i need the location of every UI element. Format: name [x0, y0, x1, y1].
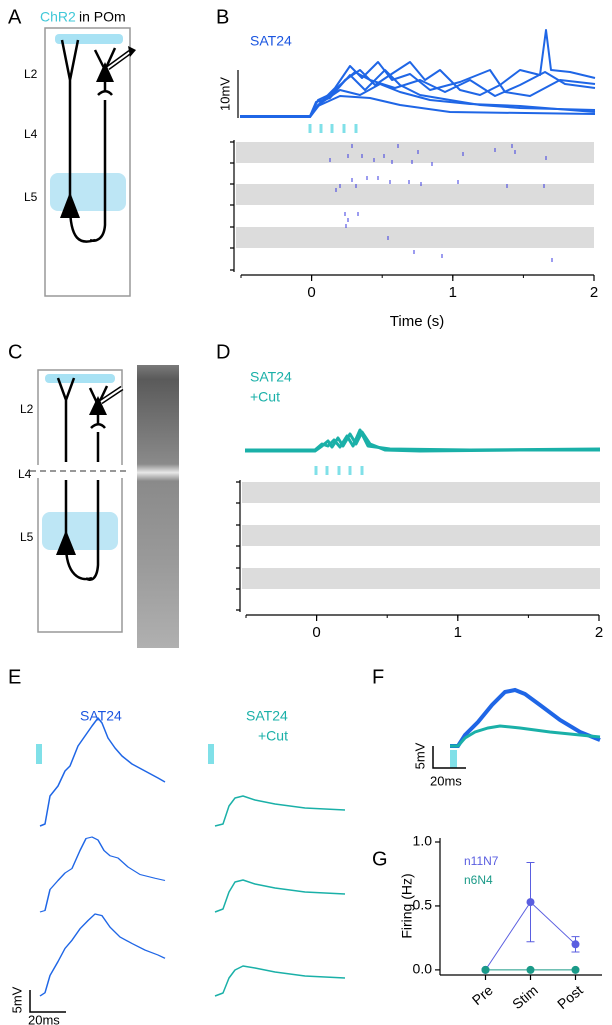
panel-label: A	[8, 6, 22, 28]
voltage-traces	[240, 29, 596, 118]
x-tick-label: 1	[454, 624, 462, 641]
condition-label: +Cut	[250, 389, 280, 405]
scale-bar	[432, 746, 466, 769]
slice-box	[37, 369, 123, 633]
voltage-traces	[245, 428, 601, 453]
axon-terminal-zone	[45, 374, 115, 383]
raster-bands	[236, 142, 594, 248]
stimulus-mark	[450, 750, 457, 768]
layer-label: L2	[24, 67, 38, 81]
stimulus-mark	[208, 744, 214, 764]
neuron-drawing	[56, 377, 124, 582]
data-point	[481, 965, 490, 974]
x-tick-label: 2	[590, 284, 598, 301]
region-label: in POm	[79, 9, 126, 25]
time-axis: 0 1 2	[240, 274, 598, 301]
stimulus-marks	[314, 466, 364, 475]
panel-label: B	[216, 6, 229, 28]
layer-label: L4	[24, 127, 38, 141]
panel-label: E	[8, 666, 21, 688]
stimulus-marks	[308, 124, 358, 133]
x-tick-label: Post	[554, 982, 586, 1012]
x-tick-label: 0	[307, 284, 315, 301]
average-trace	[450, 687, 601, 748]
x-tick-label: Pre	[469, 982, 496, 1008]
y-tick-label: 1.0	[413, 833, 433, 849]
condition-label: SAT24	[250, 33, 292, 49]
histology-image	[137, 365, 179, 648]
scale-bar-label: 20ms	[430, 773, 462, 788]
chart: 0.0 0.5 1.0 Pre Stim Post n11N7 n6N4	[413, 833, 602, 1012]
slice-box	[44, 27, 131, 297]
condition-label: +Cut	[258, 728, 288, 744]
condition-label: SAT24	[80, 708, 122, 724]
condition-label: SAT24	[250, 369, 292, 385]
x-tick-label: 2	[595, 624, 603, 641]
scale-bar-label: 5mV	[412, 742, 427, 769]
neuron-drawing	[60, 39, 136, 243]
scale-bar-label: 20ms	[28, 1012, 60, 1025]
time-axis: 0 1 2	[245, 614, 603, 641]
spike-raster	[329, 144, 553, 262]
panel-label: G	[372, 848, 388, 870]
x-tick-label: Stim	[509, 982, 541, 1012]
scale-bar-label: 5mV	[9, 986, 24, 1013]
raster-axis	[236, 480, 241, 612]
scale-bar	[29, 990, 66, 1013]
layer-label: L5	[24, 190, 38, 204]
data-point	[526, 898, 535, 907]
panel-label: F	[372, 666, 384, 688]
average-trace	[450, 724, 601, 748]
y-tick-label: 0.5	[413, 897, 433, 913]
data-point	[571, 940, 580, 949]
y-tick-label: 0.0	[413, 961, 433, 977]
axon-terminal-zone	[55, 34, 123, 44]
layer-label: L4	[18, 467, 32, 481]
stain-label: ChR2	[40, 9, 76, 25]
x-axis-label: Time (s)	[390, 313, 444, 330]
layer-label: L2	[20, 402, 34, 416]
stimulus-mark	[36, 744, 42, 764]
data-point	[571, 965, 580, 974]
raster-bands	[242, 482, 600, 589]
layer-label: L5	[20, 530, 34, 544]
legend-entry: n11N7	[464, 854, 499, 868]
psp-traces	[39, 717, 346, 997]
x-tick-label: 0	[312, 624, 320, 641]
scale-bar-label: 10mV	[217, 77, 232, 111]
y-axis-label: Firing (Hz)	[399, 873, 415, 938]
condition-label: SAT24	[246, 708, 288, 724]
legend-entry: n6N4	[464, 873, 493, 887]
axon-terminal-zone	[42, 512, 118, 550]
raster-axis	[230, 140, 235, 272]
data-point	[526, 965, 535, 974]
panel-label: D	[216, 341, 230, 363]
axon-terminal-zone	[50, 173, 126, 211]
x-tick-label: 1	[449, 284, 457, 301]
panel-label: C	[8, 341, 22, 363]
